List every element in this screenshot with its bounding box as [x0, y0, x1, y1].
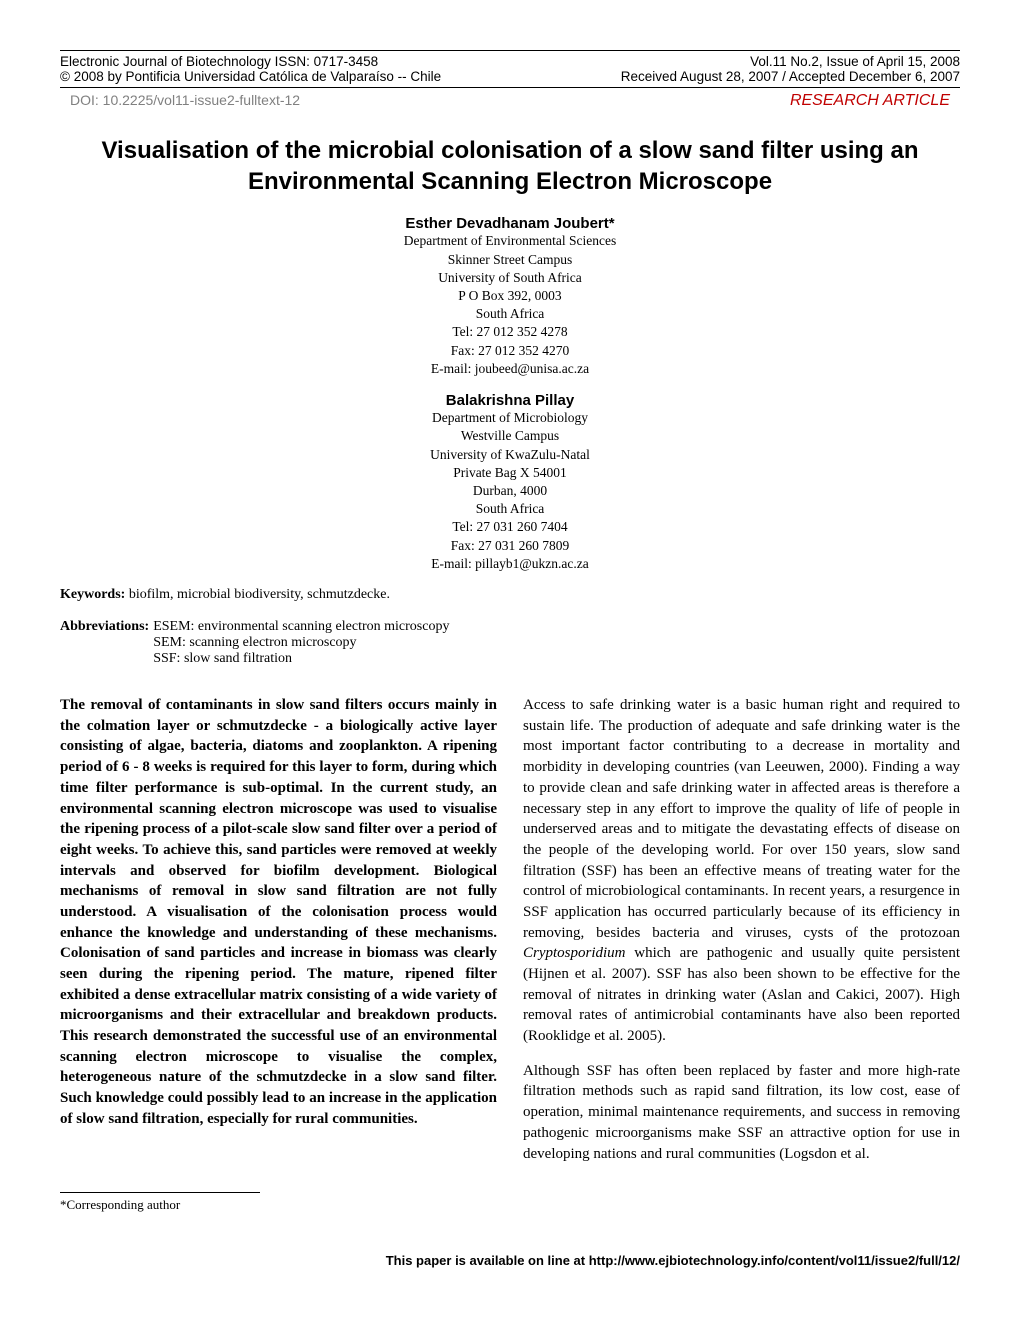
journal-copyright: © 2008 by Pontificia Universidad Católic… — [60, 69, 441, 84]
keywords-text: biofilm, microbial biodiversity, schmutz… — [125, 587, 390, 602]
keywords-label: Keywords: — [60, 587, 125, 602]
author-line: South Africa — [60, 305, 960, 323]
journal-issn: Electronic Journal of Biotechnology ISSN… — [60, 54, 378, 69]
author-line: Private Bag X 54001 — [60, 464, 960, 482]
author-line: Tel: 27 012 352 4278 — [60, 323, 960, 341]
footer-url: This paper is available on line at http:… — [60, 1253, 960, 1268]
author-line: Westville Campus — [60, 427, 960, 445]
author-info-2: Department of Microbiology Westville Cam… — [60, 409, 960, 573]
abbreviations-label: Abbreviations: — [60, 619, 149, 667]
keywords-row: Keywords: biofilm, microbial biodiversit… — [60, 587, 960, 603]
author-line: South Africa — [60, 500, 960, 518]
author-line: Department of Environmental Sciences — [60, 232, 960, 250]
author-line: Fax: 27 012 352 4270 — [60, 342, 960, 360]
header-row-2: © 2008 by Pontificia Universidad Católic… — [60, 69, 960, 84]
journal-header-box: Electronic Journal of Biotechnology ISSN… — [60, 50, 960, 88]
body-columns: The removal of contaminants in slow sand… — [60, 695, 960, 1178]
author-line: University of KwaZulu-Natal — [60, 446, 960, 464]
author-line: E-mail: pillayb1@ukzn.ac.za — [60, 555, 960, 573]
body-p1-italic: Cryptosporidium — [523, 945, 626, 961]
footer-divider — [60, 1192, 260, 1193]
body-paragraph-1: Access to safe drinking water is a basic… — [523, 695, 960, 1047]
author-block-2: Balakrishna Pillay Department of Microbi… — [60, 392, 960, 573]
author-line: E-mail: joubeed@unisa.ac.za — [60, 360, 960, 378]
abbrev-item: ESEM: environmental scanning electron mi… — [153, 619, 449, 635]
abstract-column: The removal of contaminants in slow sand… — [60, 695, 497, 1178]
abbreviations-row: Abbreviations: ESEM: environmental scann… — [60, 619, 960, 667]
corresponding-author-note: *Corresponding author — [60, 1197, 960, 1213]
body-paragraph-2: Although SSF has often been replaced by … — [523, 1061, 960, 1164]
abbreviations-list: ESEM: environmental scanning electron mi… — [153, 619, 449, 667]
author-block-1: Esther Devadhanam Joubert* Department of… — [60, 215, 960, 378]
article-title: Visualisation of the microbial colonisat… — [60, 135, 960, 197]
author-line: University of South Africa — [60, 269, 960, 287]
author-line: Department of Microbiology — [60, 409, 960, 427]
header-row-1: Electronic Journal of Biotechnology ISSN… — [60, 54, 960, 69]
author-name-1: Esther Devadhanam Joubert* — [60, 215, 960, 232]
author-line: P O Box 392, 0003 — [60, 287, 960, 305]
abstract-text: The removal of contaminants in slow sand… — [60, 697, 497, 1127]
body-p1-a: Access to safe drinking water is a basic… — [523, 697, 960, 941]
abbrev-item: SSF: slow sand filtration — [153, 651, 449, 667]
author-line: Tel: 27 031 260 7404 — [60, 518, 960, 536]
abbrev-item: SEM: scanning electron microscopy — [153, 635, 449, 651]
journal-dates: Received August 28, 2007 / Accepted Dece… — [621, 69, 960, 84]
author-info-1: Department of Environmental Sciences Ski… — [60, 232, 960, 378]
article-type: RESEARCH ARTICLE — [790, 92, 950, 110]
author-line: Skinner Street Campus — [60, 251, 960, 269]
author-line: Fax: 27 031 260 7809 — [60, 537, 960, 555]
doi-row: DOI: 10.2225/vol11-issue2-fulltext-12 RE… — [60, 92, 960, 110]
author-name-2: Balakrishna Pillay — [60, 392, 960, 409]
author-line: Durban, 4000 — [60, 482, 960, 500]
body-column: Access to safe drinking water is a basic… — [523, 695, 960, 1178]
doi-text: DOI: 10.2225/vol11-issue2-fulltext-12 — [70, 92, 300, 110]
journal-issue: Vol.11 No.2, Issue of April 15, 2008 — [750, 54, 960, 69]
